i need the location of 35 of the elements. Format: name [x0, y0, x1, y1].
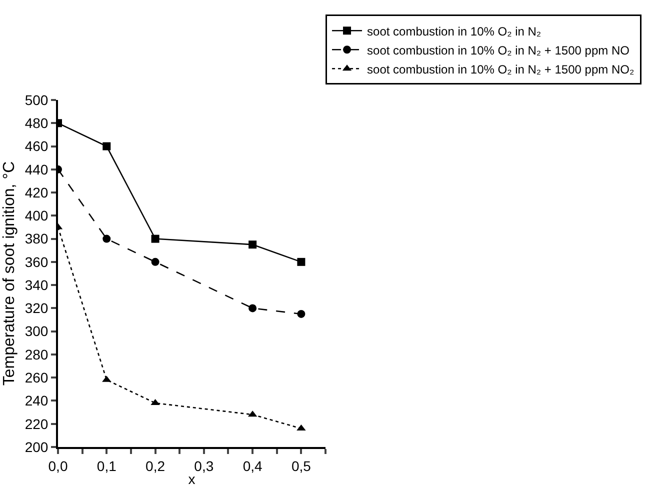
y-tick-label: 380 — [24, 230, 48, 247]
x-tick-label: 0,0 — [48, 458, 68, 474]
legend-label: soot combustion in 10% O₂ in N₂ — [367, 24, 542, 38]
y-tick-label: 200 — [24, 438, 48, 455]
point — [297, 310, 306, 318]
x-tick-label: 0,5 — [291, 458, 312, 474]
x-axis-title: x — [188, 471, 196, 487]
y-tick-label: 480 — [24, 115, 48, 132]
legend-label: soot combustion in 10% O₂ in N₂ + 1500 ppm NO₂ — [367, 62, 634, 76]
y-tick-label: 440 — [24, 161, 48, 178]
y-tick-label: 400 — [24, 208, 48, 224]
point — [297, 258, 306, 266]
x-tick-label: 0,1 — [96, 458, 117, 474]
y-tick-label: 280 — [24, 346, 48, 362]
y-tick-label: 260 — [24, 370, 48, 386]
x-tick-label: 0,2 — [146, 458, 166, 474]
legend-label: soot combustion in 10% O₂ in N₂ + 1500 ppm NO — [367, 43, 630, 58]
y-tick-label: 240 — [24, 392, 48, 409]
point — [102, 142, 111, 150]
y-tick-label: 460 — [24, 138, 48, 154]
y-tick-label: 320 — [24, 300, 48, 316]
y-axis-title: Temperature of soot ignition, °C — [1, 161, 18, 386]
y-tick-label: 300 — [24, 323, 48, 340]
y-tick-label: 420 — [24, 184, 48, 200]
point — [151, 258, 160, 266]
x-tick-label: 0,3 — [194, 458, 214, 474]
y-tick-label: 220 — [24, 416, 48, 432]
y-tick-label: 500 — [24, 92, 48, 108]
point — [248, 240, 257, 249]
point — [102, 234, 111, 243]
point — [248, 304, 257, 312]
point — [151, 234, 160, 243]
y-tick-label: 340 — [24, 276, 48, 293]
x-tick-label: 0,4 — [242, 458, 262, 474]
y-tick-label: 360 — [24, 254, 48, 270]
